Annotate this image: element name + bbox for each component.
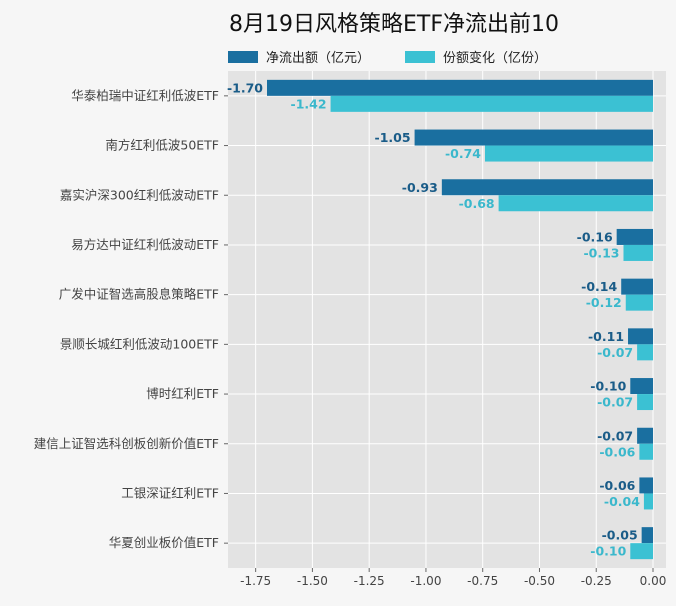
legend-swatch-share-change [405, 51, 435, 63]
data-label-outflow: -0.11 [588, 329, 624, 344]
data-label-share-change: -0.68 [459, 196, 495, 211]
x-axis: -1.75 -1.50 -1.25 -1.00 -0.75 -0.50 -0.25 0.00 [240, 568, 666, 588]
category-label: 易方达中证红利低波动ETF [71, 237, 219, 252]
bar-share-change [643, 493, 653, 510]
bar-outflow [628, 328, 653, 345]
chart-title: 8月19日风格策略ETF净流出前10 [229, 12, 559, 37]
bar-share-change [637, 394, 653, 411]
data-label-outflow: -0.05 [602, 528, 638, 543]
data-label-outflow: -1.70 [227, 80, 263, 95]
category-label: 工银深证红利ETF [121, 485, 219, 500]
data-label-outflow: -0.10 [590, 379, 626, 394]
bar-share-change [484, 145, 653, 162]
x-tick-label: -0.25 [581, 574, 612, 588]
category-label: 南方红利低波50ETF [105, 138, 219, 153]
data-label-share-change: -0.04 [604, 494, 640, 509]
bar-share-change [637, 344, 653, 361]
bar-outflow [441, 179, 653, 196]
bars: -1.70 -1.42 -1.05 -0.74 -0.93 -0.68 -0.16-0.13… [227, 79, 653, 560]
bar-outflow [641, 527, 653, 544]
bar-outflow [616, 228, 653, 245]
x-tick-label: 0.00 [640, 574, 667, 588]
x-tick-label: -0.75 [467, 574, 498, 588]
bar-share-change [639, 443, 653, 460]
category-label: 广发中证智选高股息策略ETF [59, 287, 219, 302]
legend: 净流出额（亿元） 份额变化（亿份） [228, 50, 547, 66]
x-tick-label: -1.25 [354, 574, 385, 588]
data-label-outflow: -0.93 [402, 180, 438, 195]
bar-share-change [625, 294, 653, 311]
legend-label-share-change: 份额变化（亿份） [443, 50, 547, 66]
category-label: 建信上证智选科创板创新价值ETF [34, 436, 219, 451]
data-label-outflow: -0.16 [577, 229, 613, 244]
category-label: 博时红利ETF [146, 386, 219, 401]
category-label: 华夏创业板价值ETF [109, 535, 219, 550]
bar-outflow [621, 278, 653, 295]
bar-outflow [414, 129, 653, 146]
category-labels: 华泰柏瑞中证红利低波ETF 南方红利低波50ETF 嘉实沪深300红利低波动ETF 易… [34, 88, 228, 550]
bar-share-change [498, 195, 653, 212]
data-label-share-change: -0.07 [597, 345, 633, 360]
bar-outflow [630, 378, 653, 395]
x-tick-label: -0.50 [524, 574, 555, 588]
data-label-outflow: -0.14 [581, 279, 617, 294]
category-label: 景顺长城红利低波动100ETF [60, 336, 219, 351]
category-label: 嘉实沪深300红利低波动ETF [60, 187, 219, 202]
legend-swatch-outflow [228, 51, 258, 63]
data-label-share-change: -0.13 [583, 245, 619, 260]
data-label-outflow: -0.06 [599, 478, 635, 493]
bar-outflow [637, 427, 653, 444]
x-tick-label: -1.00 [410, 574, 441, 588]
bar-share-change [623, 244, 653, 261]
category-label: 华泰柏瑞中证红利低波ETF [71, 88, 219, 103]
bar-outflow [639, 477, 653, 494]
legend-label-outflow: 净流出额（亿元） [266, 51, 370, 66]
data-label-share-change: -0.12 [586, 295, 622, 310]
x-tick-label: -1.75 [240, 574, 271, 588]
data-label-share-change: -1.42 [291, 96, 327, 111]
data-label-share-change: -0.10 [590, 544, 626, 559]
bar-outflow [267, 79, 653, 96]
data-label-outflow: -0.07 [597, 428, 633, 443]
data-label-share-change: -0.07 [597, 395, 633, 410]
x-tick-label: -1.50 [297, 574, 328, 588]
data-label-share-change: -0.74 [445, 146, 481, 161]
bar-share-change [330, 95, 653, 112]
bar-share-change [630, 543, 653, 560]
data-label-share-change: -0.06 [599, 444, 635, 459]
data-label-outflow: -1.05 [375, 130, 411, 145]
